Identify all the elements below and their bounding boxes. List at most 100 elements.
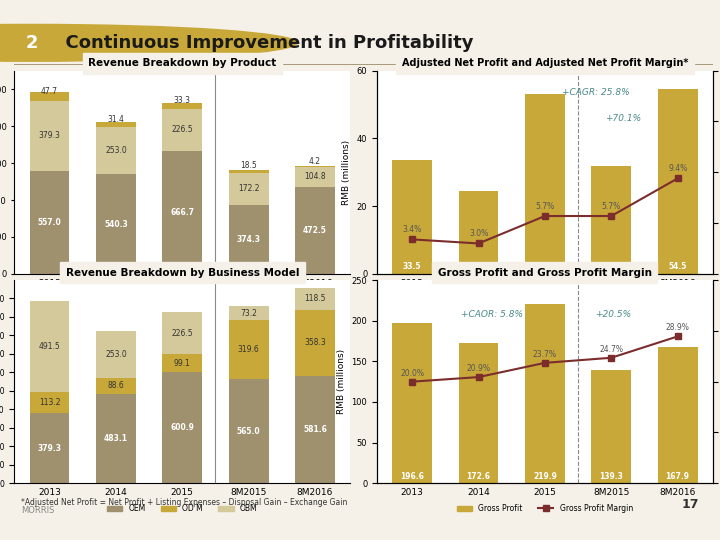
Text: +20.5%: +20.5% <box>595 309 631 319</box>
Text: 196.6: 196.6 <box>400 472 424 481</box>
Bar <box>163 151 202 274</box>
Text: 23.7%: 23.7% <box>533 350 557 359</box>
Text: 18.5: 18.5 <box>240 161 257 170</box>
Y-axis label: RMB (millions): RMB (millions) <box>342 140 351 205</box>
Text: 118.5: 118.5 <box>305 294 325 303</box>
Text: 319.6: 319.6 <box>238 345 259 354</box>
Text: 28.9%: 28.9% <box>666 323 690 332</box>
Bar <box>229 173 269 205</box>
Bar <box>30 171 69 274</box>
Bar <box>591 166 631 274</box>
Text: 172.6: 172.6 <box>467 472 490 481</box>
Text: 226.5: 226.5 <box>171 328 193 338</box>
Text: 666.7: 666.7 <box>171 208 194 217</box>
Text: 472.5: 472.5 <box>303 226 327 235</box>
Bar <box>96 122 136 127</box>
Text: 219.9: 219.9 <box>533 472 557 481</box>
Text: *Adjusted Net Profit = Net Profit + Listing Expenses – Disposal Gain – Exchange : *Adjusted Net Profit = Net Profit + List… <box>22 498 348 507</box>
Bar <box>96 174 136 274</box>
Y-axis label: RMB (millions): RMB (millions) <box>337 349 346 414</box>
Bar <box>525 94 564 274</box>
Bar <box>30 413 69 483</box>
Text: 374.3: 374.3 <box>237 235 261 244</box>
Legend: Sofa, Sofa Covers, Others: Sofa, Sofa Covers, Others <box>88 292 276 307</box>
Bar <box>96 127 136 174</box>
Bar <box>30 392 69 413</box>
Text: 17: 17 <box>681 498 699 511</box>
Text: 31.4: 31.4 <box>107 114 125 124</box>
Text: 540.3: 540.3 <box>104 220 128 228</box>
Legend: OEM, OD M, OBM: OEM, OD M, OBM <box>104 501 261 516</box>
Bar <box>229 306 269 320</box>
Text: 226.5: 226.5 <box>171 125 193 134</box>
Text: 581.6: 581.6 <box>303 425 327 434</box>
Bar <box>591 370 631 483</box>
Text: 24.7%: 24.7% <box>599 345 624 354</box>
Text: 73.2: 73.2 <box>240 308 257 318</box>
Bar <box>392 323 432 483</box>
Bar <box>229 320 269 379</box>
Bar <box>459 343 498 483</box>
Bar <box>459 191 498 274</box>
Text: MORRIS: MORRIS <box>22 507 55 516</box>
Text: 20.0%: 20.0% <box>400 369 424 377</box>
Bar <box>96 331 136 377</box>
Text: 2: 2 <box>26 34 38 52</box>
Text: 483.1: 483.1 <box>104 434 128 443</box>
Bar <box>295 166 335 167</box>
Circle shape <box>0 24 297 61</box>
Text: 33.5: 33.5 <box>403 261 421 271</box>
Text: 600.9: 600.9 <box>171 423 194 433</box>
Bar <box>229 205 269 274</box>
Bar <box>30 101 69 171</box>
Text: 4.2: 4.2 <box>309 157 321 166</box>
Text: 5.7%: 5.7% <box>535 202 554 211</box>
Text: 88.6: 88.6 <box>107 381 125 390</box>
Text: 99.1: 99.1 <box>174 359 191 368</box>
Text: 47.7: 47.7 <box>41 86 58 96</box>
Text: 113.2: 113.2 <box>39 398 60 407</box>
Text: 379.3: 379.3 <box>37 444 62 453</box>
Legend: Gross Profit, Gross Profit Margin: Gross Profit, Gross Profit Margin <box>454 501 636 516</box>
Bar <box>229 170 269 173</box>
Text: 54.5: 54.5 <box>668 261 687 271</box>
Bar <box>392 160 432 274</box>
Text: 172.2: 172.2 <box>238 184 259 193</box>
Text: 53.1: 53.1 <box>536 261 554 271</box>
Bar <box>295 309 335 376</box>
Text: 5.7%: 5.7% <box>602 202 621 211</box>
Legend: Adjusted Net Profit, Adjusted Net Profit Margin: Adjusted Net Profit, Adjusted Net Profit… <box>426 292 664 307</box>
Bar <box>163 312 202 354</box>
Text: 24.4: 24.4 <box>469 261 488 271</box>
Bar <box>658 347 698 483</box>
Text: 167.9: 167.9 <box>665 472 690 481</box>
Text: 253.0: 253.0 <box>105 350 127 359</box>
Bar <box>295 376 335 483</box>
Bar <box>96 394 136 483</box>
Title: Adjusted Net Profit and Adjusted Net Profit Margin*: Adjusted Net Profit and Adjusted Net Pro… <box>402 58 688 69</box>
Text: 9.4%: 9.4% <box>668 164 688 173</box>
Title: Revenue Breakdown by Business Model: Revenue Breakdown by Business Model <box>66 268 299 278</box>
Bar <box>96 377 136 394</box>
Bar <box>30 92 69 101</box>
Text: +70.1%: +70.1% <box>606 114 642 124</box>
Title: Revenue Breakdown by Product: Revenue Breakdown by Product <box>88 58 276 69</box>
Text: 104.8: 104.8 <box>304 172 326 181</box>
Text: 358.3: 358.3 <box>304 338 326 347</box>
Text: 491.5: 491.5 <box>39 342 60 352</box>
Bar <box>658 89 698 274</box>
Text: 139.3: 139.3 <box>599 472 624 481</box>
Bar <box>295 288 335 309</box>
Text: 557.0: 557.0 <box>37 218 61 227</box>
Bar <box>295 187 335 274</box>
Text: +CAOR: 5.8%: +CAOR: 5.8% <box>461 309 523 319</box>
Bar <box>163 354 202 372</box>
Bar <box>229 379 269 483</box>
Text: 379.3: 379.3 <box>39 131 60 140</box>
Text: 3.0%: 3.0% <box>469 230 488 238</box>
Bar <box>163 109 202 151</box>
Text: Continuous Improvement in Profitability: Continuous Improvement in Profitability <box>53 34 473 52</box>
Bar <box>30 301 69 392</box>
Bar <box>295 167 335 187</box>
Text: 32.0: 32.0 <box>602 261 621 271</box>
